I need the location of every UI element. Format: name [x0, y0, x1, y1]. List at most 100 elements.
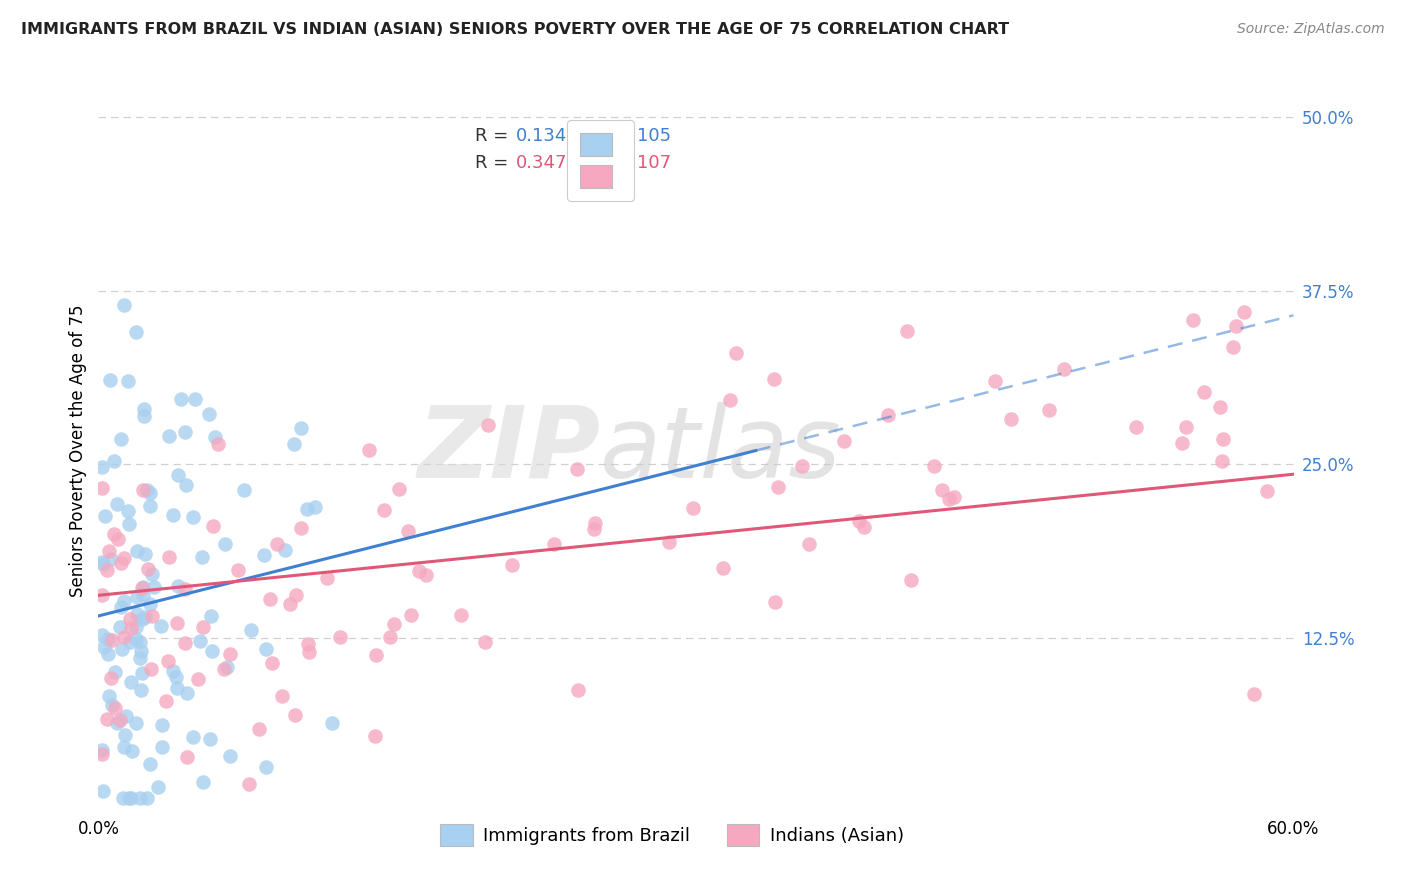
Point	[132, 589, 155, 603]
Point	[136, 562, 159, 576]
Point	[134, 547, 156, 561]
Point	[176, 686, 198, 700]
Point	[166, 681, 188, 695]
Point	[166, 615, 188, 630]
Point	[104, 665, 127, 680]
Point	[97, 647, 120, 661]
Point	[157, 549, 180, 564]
Point	[166, 467, 188, 482]
Point	[1243, 687, 1265, 701]
Point	[583, 516, 606, 530]
Text: R =: R =	[475, 128, 513, 145]
Point	[1211, 454, 1233, 468]
Point	[215, 659, 238, 673]
Point	[763, 372, 786, 386]
Point	[91, 747, 114, 761]
Point	[93, 784, 115, 798]
Point	[142, 580, 165, 594]
Point	[254, 641, 277, 656]
Point	[124, 619, 146, 633]
Point	[181, 510, 204, 524]
Point	[792, 459, 814, 474]
Point	[117, 504, 139, 518]
Point	[202, 518, 225, 533]
Point	[943, 490, 966, 504]
Point	[364, 648, 387, 663]
Point	[91, 743, 114, 757]
Point	[150, 618, 173, 632]
Point	[129, 682, 152, 697]
Point	[388, 482, 411, 496]
Point	[415, 568, 437, 582]
Point	[1222, 340, 1244, 354]
Point	[284, 588, 307, 602]
Text: ZIP: ZIP	[418, 402, 600, 499]
Point	[1212, 432, 1234, 446]
Point	[174, 636, 197, 650]
Point	[152, 718, 174, 732]
Text: 107: 107	[637, 154, 672, 172]
Point	[682, 501, 704, 516]
Point	[155, 694, 177, 708]
Point	[110, 556, 132, 570]
Point	[321, 715, 343, 730]
Point	[1000, 411, 1022, 425]
Point	[112, 630, 135, 644]
Point	[91, 555, 114, 569]
Point	[190, 633, 212, 648]
Point	[150, 740, 173, 755]
Point	[477, 417, 499, 432]
Point	[501, 558, 523, 572]
Point	[131, 666, 153, 681]
Point	[565, 462, 588, 476]
Point	[139, 485, 162, 500]
Point	[110, 432, 132, 446]
Point	[139, 662, 162, 676]
Point	[1038, 402, 1060, 417]
Point	[131, 581, 153, 595]
Point	[228, 563, 250, 577]
Point	[91, 460, 114, 475]
Point	[139, 499, 162, 513]
Point	[93, 640, 115, 654]
Point	[270, 690, 292, 704]
Point	[378, 630, 401, 644]
Point	[173, 425, 195, 439]
Point	[198, 731, 221, 746]
Point	[1256, 484, 1278, 499]
Point	[364, 729, 387, 743]
Text: atlas: atlas	[600, 402, 842, 499]
Point	[763, 595, 786, 609]
Point	[1233, 304, 1256, 318]
Point	[101, 698, 124, 712]
Point	[1225, 319, 1247, 334]
Point	[162, 508, 184, 522]
Point	[120, 635, 142, 649]
Point	[198, 407, 221, 421]
Point	[396, 524, 419, 539]
Point	[718, 392, 741, 407]
Point	[127, 590, 149, 604]
Point	[284, 707, 307, 722]
Point	[131, 612, 153, 626]
Point	[1052, 362, 1074, 376]
Point	[931, 483, 953, 498]
Point	[157, 428, 180, 442]
Point	[125, 326, 148, 340]
Point	[191, 620, 214, 634]
Point	[100, 552, 122, 566]
Text: 0.347: 0.347	[516, 154, 567, 172]
Point	[132, 402, 155, 417]
Point	[658, 534, 681, 549]
Point	[176, 478, 198, 492]
Point	[103, 454, 125, 468]
Point	[848, 515, 870, 529]
Text: N =: N =	[567, 128, 623, 145]
Point	[139, 597, 162, 611]
Point	[207, 436, 229, 450]
Point	[382, 616, 405, 631]
Point	[134, 409, 156, 423]
Point	[877, 409, 900, 423]
Point	[112, 594, 135, 608]
Text: IMMIGRANTS FROM BRAZIL VS INDIAN (ASIAN) SENIORS POVERTY OVER THE AGE OF 75 CORR: IMMIGRANTS FROM BRAZIL VS INDIAN (ASIAN)…	[21, 22, 1010, 37]
